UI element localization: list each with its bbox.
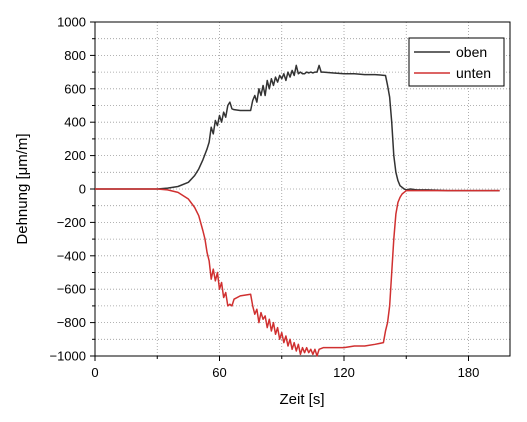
legend-label-unten: unten <box>456 65 491 81</box>
x-tick-label: 120 <box>333 365 355 380</box>
y-tick-label: 400 <box>64 115 86 130</box>
legend: oben unten <box>408 37 505 87</box>
series-line-unten <box>95 188 500 357</box>
legend-box <box>408 37 505 87</box>
y-tick-label: 0 <box>79 182 86 197</box>
y-tick-label: −600 <box>57 282 86 297</box>
y-tick-label: −400 <box>57 248 86 263</box>
x-tick-label: 0 <box>91 365 98 380</box>
y-tick-label: −800 <box>57 315 86 330</box>
x-tick-label: 180 <box>458 365 480 380</box>
y-tick-label: −200 <box>57 215 86 230</box>
x-tick-label: 60 <box>212 365 226 380</box>
y-tick-label: 800 <box>64 48 86 63</box>
y-tick-label: −1000 <box>49 349 86 364</box>
x-axis-title: Zeit [s] <box>279 391 324 408</box>
y-axis-ticks: −1000 −800 −600 −400 −200 0 200 400 600 800 1000 <box>49 15 95 364</box>
legend-label-oben: oben <box>456 44 487 60</box>
y-tick-label: 200 <box>64 148 86 163</box>
y-axis-title: Dehnung [μm/m] <box>14 133 31 244</box>
x-axis-ticks: 0 60 120 180 <box>91 356 479 380</box>
y-tick-label: 600 <box>64 81 86 96</box>
series-line-oben <box>95 64 500 192</box>
y-tick-label: 1000 <box>57 15 86 30</box>
series-layer <box>95 64 500 357</box>
